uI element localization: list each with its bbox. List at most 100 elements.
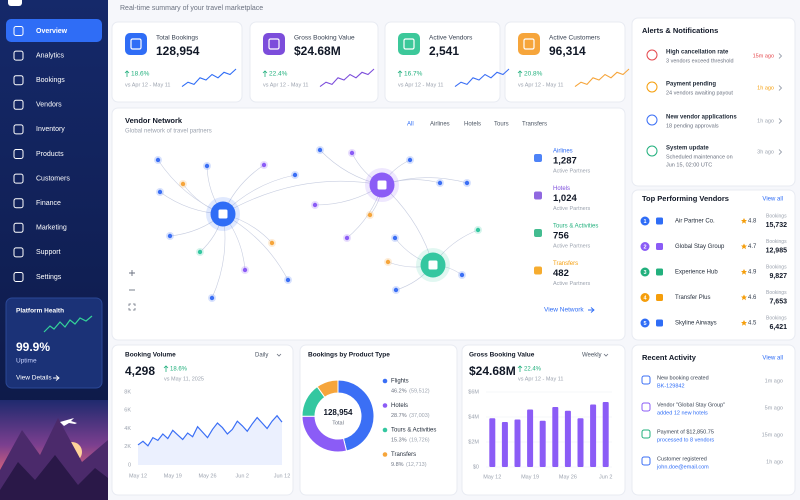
rank-badge [640,267,650,277]
chart-total: $24.68M [469,364,516,378]
activity-text: john.doe@email.com [656,464,709,470]
activity-text: Customer registered [657,456,707,462]
network-node [349,150,355,156]
zoom-control[interactable] [129,270,135,276]
up-arrow [262,70,268,77]
alerts-title: Alerts & Notifications [642,26,718,35]
network-tab[interactable]: Tours [494,122,509,128]
chart-period[interactable]: Daily [255,353,268,359]
kpi-compare: vs Apr 12 - May 11 [125,82,170,88]
health-value: 99.9% [16,340,50,354]
nav-item[interactable]: Analytics [13,50,65,61]
health-link[interactable]: View Details [16,375,52,382]
network-tab[interactable]: Transfers [522,122,547,128]
donut-card [299,344,458,496]
star [741,243,747,250]
network-node [312,202,318,208]
legend-label: Flights [391,379,409,385]
network-node [385,259,391,265]
kpi-value: 2,541 [429,44,459,58]
dropdown [276,353,282,357]
nav-item[interactable]: Inventory [13,124,65,135]
nav-label: Products [36,151,64,158]
network-node [464,180,470,186]
nav-item[interactable]: Vendors [13,99,62,110]
nav-item[interactable]: Bookings [13,75,65,86]
network-node [393,287,399,293]
x-tick-label: May 12 [483,474,501,480]
x-tick-label: May 19 [521,474,539,480]
activity-text: Vendor "Global Stay Group" [657,402,725,408]
line [137,414,283,447]
nav-icon [13,99,24,110]
vendors-link[interactable]: View all [762,197,783,203]
kpi-change: 18.6% [131,71,150,78]
network-tab[interactable]: Airlines [430,122,450,128]
kpi-change: 22.4% [269,71,288,78]
nav-label: Support [36,249,61,256]
network-subtitle: Global network of travel partners [125,129,212,135]
chevron [778,149,783,155]
nav-item[interactable]: Settings [13,272,62,282]
stat-value: 1,287 [553,156,577,167]
network-link[interactable]: View Network [544,307,584,314]
logo [8,0,22,6]
stat-name: Airlines [553,149,573,155]
x-tick-label: Jun 12 [274,473,291,479]
sidebar-illustration [0,400,108,500]
kpi-sparkline [181,68,237,88]
network-tab[interactable]: All [407,122,414,128]
alert-desc: Jun 15, 02:00 UTC [666,162,712,168]
activity-text: added 12 new hotels [657,410,708,416]
hub-glyph [428,260,438,270]
activity-text: Payment of $12,850.75 [657,429,714,435]
kpi-icon [125,33,147,55]
kpi-label: Active Customers [549,35,601,42]
network-node [459,272,465,278]
health-title: Platform Health [16,308,64,315]
network-node [242,267,248,273]
nav-label: Overview [36,28,68,35]
alert-title: New vendor applications [666,115,737,121]
bar [552,407,559,467]
line-area [138,415,282,465]
nav-icon [13,149,24,159]
star [741,294,747,301]
activity-text: BK-129842 [657,383,685,389]
activity-time: 15m ago [762,432,783,438]
y-tick-label: 2K [124,444,131,450]
chart-period[interactable]: Weekly [582,353,602,359]
stat-label: Active Partners [553,243,591,249]
x-tick-label: May 26 [559,474,577,480]
network-tab[interactable]: Hotels [464,122,481,128]
nav-item[interactable]: Customers [13,173,70,184]
y-tick-label: $2M [468,439,479,445]
stat-value: 482 [553,268,569,279]
arrow [588,307,595,313]
kpi-glyph [130,38,142,50]
vendor-value: 9,827 [769,273,787,280]
bar [590,404,597,467]
alert-icon [646,145,658,157]
stat-label: Active Partners [553,206,591,212]
nav-item[interactable]: Overview [13,26,68,36]
hub-glyph [218,209,228,219]
nav-item[interactable]: Finance [13,198,61,209]
vendor-value-label: Bookings [766,315,787,321]
x-tick-label: May 19 [164,473,182,479]
network-node [317,147,323,153]
stat-label: Active Partners [553,281,591,287]
activity-link[interactable]: View all [762,356,783,362]
fit-control[interactable] [128,303,136,311]
nav-item[interactable]: Marketing [13,222,67,233]
chart-title: Bookings by Product Type [308,352,390,359]
network-title: Vendor Network [125,116,183,125]
legend-count: (19,726) [409,437,430,443]
stat-icon [534,229,542,237]
bar [564,410,571,467]
volume-card [111,344,294,496]
nav-item[interactable]: Products [13,149,64,159]
nav-item[interactable]: Support [13,247,61,258]
stat-name: Transfers [553,261,578,267]
alert-title: System update [666,146,709,152]
